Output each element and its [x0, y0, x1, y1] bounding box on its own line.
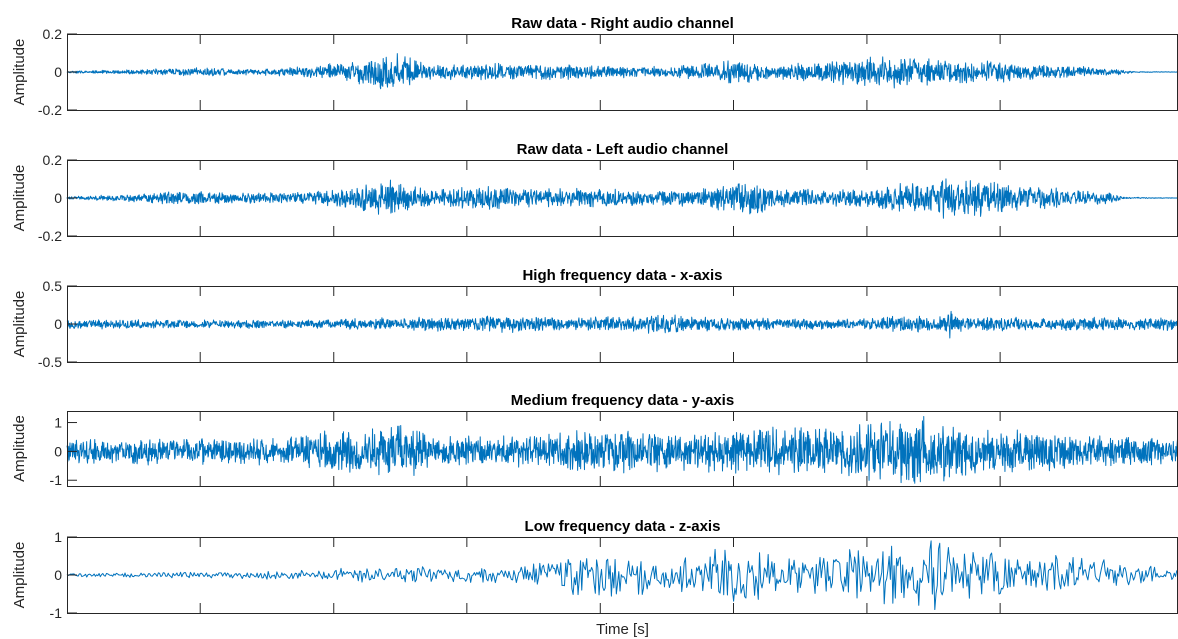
y-tick-label: 1 — [54, 415, 62, 431]
y-tick-label: -1 — [50, 472, 63, 488]
y-axis-label: Amplitude — [11, 542, 28, 609]
subplot-title: Low frequency data - z-axis — [525, 518, 721, 535]
y-tick-label: 0 — [54, 443, 62, 459]
y-tick-label: -0.2 — [38, 102, 62, 118]
y-axis-label: Amplitude — [11, 415, 28, 482]
subplot-4: Medium frequency data - y-axis -1 0 1 Amplit… — [11, 392, 1178, 488]
subplot-3: High frequency data - x-axis -0.5 0 0.5 Ampl… — [11, 267, 1178, 370]
x-axis-label: Time [s] — [596, 621, 649, 638]
y-tick-label: -0.5 — [38, 354, 62, 370]
y-axis-label: Amplitude — [11, 165, 28, 232]
subplot-title: Raw data - Right audio channel — [511, 15, 734, 32]
y-tick-label: 0 — [54, 190, 62, 206]
y-axis-label: Amplitude — [11, 39, 28, 106]
y-tick-label: 1 — [54, 529, 62, 545]
y-tick-label: -1 — [50, 605, 63, 621]
y-axis-label: Amplitude — [11, 291, 28, 358]
waveform-series — [66, 416, 1178, 484]
y-tick-label: 0.2 — [43, 152, 63, 168]
waveform-series — [66, 178, 1178, 219]
waveform-series — [66, 53, 1178, 90]
waveform-series — [66, 310, 1178, 339]
subplot-title: Raw data - Left audio channel — [517, 141, 729, 158]
y-tick-label: -0.2 — [38, 228, 62, 244]
y-tick-label: 0.5 — [43, 278, 63, 294]
subplot-2: Raw data - Left audio channel -0.2 0 0.2 Amp… — [11, 141, 1178, 244]
y-tick-label: 0 — [54, 316, 62, 332]
y-tick-label: 0 — [54, 567, 62, 583]
y-tick-label: 0.2 — [43, 26, 63, 42]
subplot-title: High frequency data - x-axis — [522, 267, 722, 284]
waveform-series — [66, 540, 1178, 611]
subplot-title: Medium frequency data - y-axis — [511, 392, 734, 409]
y-tick-label: 0 — [54, 64, 62, 80]
subplot-1: Raw data - Right audio channel -0.2 0 0.2 Am… — [11, 15, 1178, 118]
subplot-5: Low frequency data - z-axis -1 0 1 Amplitude… — [11, 518, 1178, 638]
